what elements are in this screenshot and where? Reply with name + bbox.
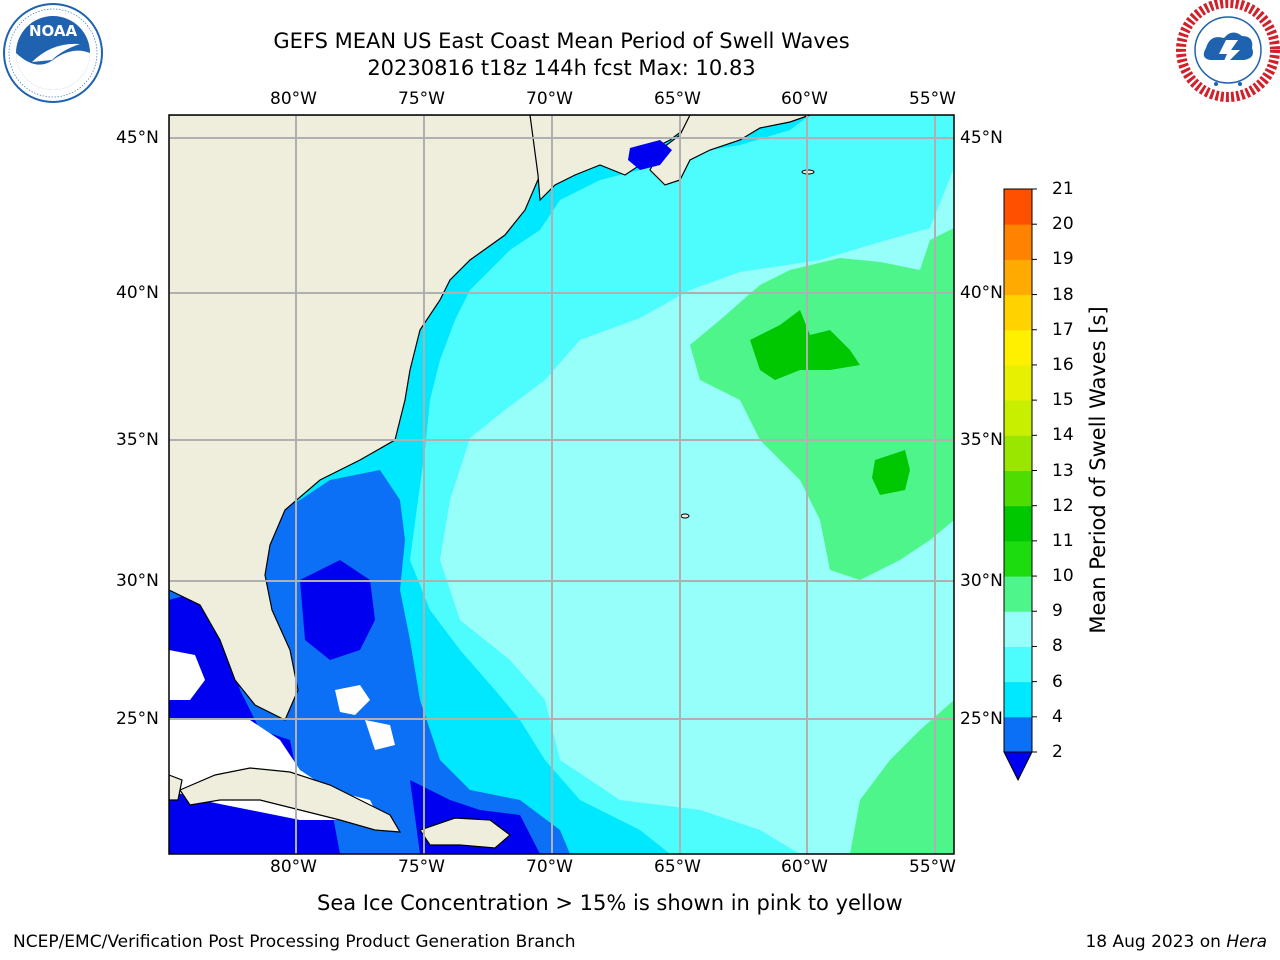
- lon-label-bottom-70w: 70°W: [526, 857, 573, 877]
- lon-label-top-65w: 65°W: [654, 89, 701, 109]
- footer-credit: NCEP/EMC/Verification Post Processing Pr…: [13, 932, 576, 952]
- colorbar-tick-label: 15: [1052, 390, 1074, 411]
- land-region-2: [169, 115, 541, 721]
- colorbar-segment: [1004, 576, 1032, 612]
- lon-label-bottom-65w: 65°W: [654, 857, 701, 877]
- colorbar-label: Mean Period of Swell Waves [s]: [1086, 306, 1110, 634]
- cuba-landmass: [179, 767, 402, 833]
- swell-under-2s-region-1: [300, 560, 375, 660]
- no-data-region-3: [335, 685, 370, 715]
- colorbar-segment: [1004, 470, 1032, 507]
- map-panel: [169, 115, 954, 854]
- colorbar-segment: [1004, 681, 1032, 718]
- colorbar-segment: [1004, 400, 1032, 436]
- colorbar-tick-label: 11: [1052, 530, 1074, 551]
- colorbar-segment: [1004, 540, 1032, 577]
- colorbar-segment: [1004, 294, 1032, 331]
- lat-label-left-40n: 40°N: [116, 283, 159, 303]
- lat-label-right-30n: 30°N: [960, 571, 1003, 591]
- sea-ice-caption: Sea Ice Concentration > 15% is shown in …: [317, 891, 903, 915]
- no-data-region-4: [365, 720, 395, 750]
- colorbar-tick-label: 4: [1052, 706, 1063, 727]
- colorbar-tick-label: 18: [1052, 284, 1074, 305]
- footer-host: Hera: [1226, 932, 1267, 952]
- footer-date: 18 Aug 2023 on Hera: [1085, 932, 1267, 952]
- colorbar-segment: [1004, 364, 1032, 401]
- colorbar-tick-label: 21: [1052, 179, 1074, 199]
- lon-label-top-60w: 60°W: [781, 89, 828, 109]
- colorbar-segment: [1004, 716, 1032, 753]
- colorbar-tick-label: 14: [1052, 425, 1074, 446]
- colorbar-segment: [1004, 189, 1032, 225]
- footer-date-text: 18 Aug 2023 on: [1085, 932, 1227, 952]
- colorbar-tick-label: 19: [1052, 249, 1074, 270]
- colorbar-tick-label: 8: [1052, 636, 1063, 657]
- no-data-region-2: [169, 650, 205, 700]
- colorbar: [1003, 188, 1037, 782]
- lon-label-top-75w: 75°W: [398, 89, 445, 109]
- colorbar-tick-label: 9: [1052, 601, 1063, 622]
- swell-10-11s-core-2: [872, 450, 910, 495]
- lat-label-left-30n: 30°N: [116, 571, 159, 591]
- lat-label-left-25n: 25°N: [116, 709, 159, 729]
- noaa-logo: NOAA: [3, 3, 103, 103]
- bay-of-fundy-region: [628, 140, 672, 170]
- colorbar-segment: [1004, 259, 1032, 296]
- bermuda-island: [680, 513, 690, 519]
- lon-label-bottom-55w: 55°W: [909, 857, 956, 877]
- colorbar-tick-label: 6: [1052, 671, 1063, 692]
- chart-title: GEFS MEAN US East Coast Mean Period of S…: [273, 29, 850, 53]
- lat-label-right-35n: 35°N: [960, 430, 1003, 450]
- swell-9-10s-region-2: [850, 700, 954, 854]
- colorbar-tick-label: 10: [1052, 566, 1074, 587]
- swell-10-11s-core-1: [750, 310, 860, 380]
- colorbar-segment: [1004, 646, 1032, 683]
- chart-subtitle: 20230816 t18z 144h fcst Max: 10.83: [367, 56, 756, 80]
- lat-label-right-45n: 45°N: [960, 128, 1003, 148]
- lon-label-bottom-80w: 80°W: [270, 857, 317, 877]
- colorbar-segment: [1004, 611, 1032, 647]
- lat-label-left-45n: 45°N: [116, 128, 159, 148]
- colorbar-under-extension: [1003, 751, 1033, 782]
- colorbar-tick-label: 17: [1052, 319, 1074, 340]
- svg-text:NOAA: NOAA: [29, 22, 78, 40]
- colorbar-segment: [1004, 435, 1032, 471]
- lon-label-top-55w: 55°W: [909, 89, 956, 109]
- map-gridlines: [169, 115, 954, 854]
- colorbar-tick-label: 2: [1052, 742, 1063, 762]
- hispaniola-landmass: [419, 817, 511, 849]
- lat-label-left-35n: 35°N: [116, 430, 159, 450]
- colorbar-segment: [1004, 505, 1032, 542]
- lat-label-right-40n: 40°N: [960, 283, 1003, 303]
- colorbar-segment: [1004, 224, 1032, 260]
- colorbar-segment: [1004, 329, 1032, 366]
- map-frame: [168, 114, 955, 855]
- yucatan-landmass: [169, 774, 183, 801]
- lon-label-bottom-75w: 75°W: [398, 857, 445, 877]
- colorbar-tick-label: 16: [1052, 354, 1074, 375]
- colorbar-tick-label: 13: [1052, 460, 1074, 481]
- lon-label-top-80w: 80°W: [270, 89, 317, 109]
- nws-logo: [1176, 0, 1280, 102]
- colorbar-tick-label: 12: [1052, 495, 1074, 516]
- lat-label-right-25n: 25°N: [960, 709, 1003, 729]
- colorbar-tick-label: 20: [1052, 214, 1074, 235]
- lon-label-top-70w: 70°W: [526, 89, 573, 109]
- lon-label-bottom-60w: 60°W: [781, 857, 828, 877]
